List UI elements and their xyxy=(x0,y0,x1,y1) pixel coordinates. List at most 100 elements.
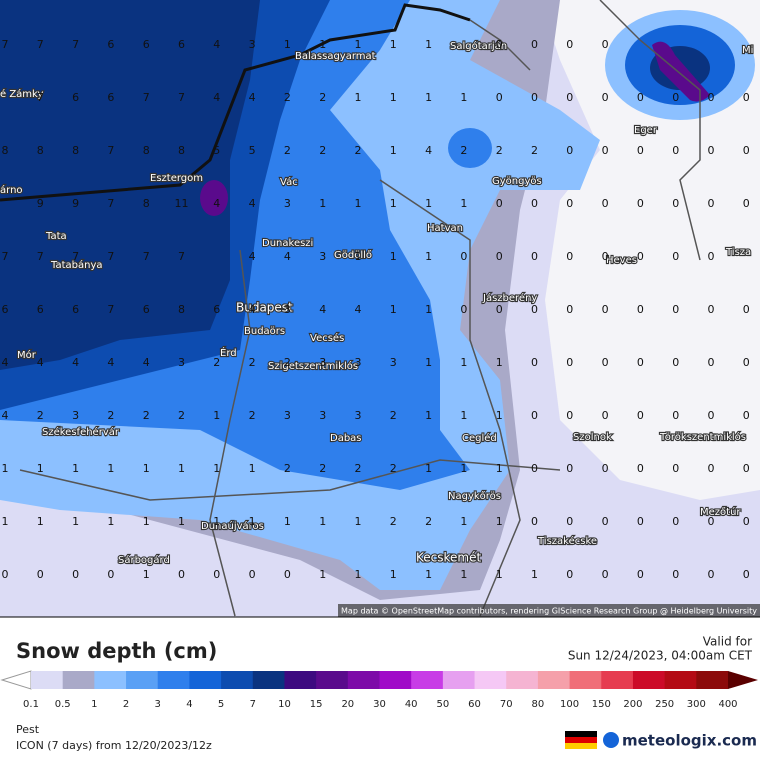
city-label: Eger xyxy=(634,125,658,136)
grid-value: 1 xyxy=(37,515,44,528)
grid-value: 2 xyxy=(319,462,326,475)
grid-value: 0 xyxy=(743,197,750,210)
grid-value: 0 xyxy=(708,250,715,263)
grid-value: 1 xyxy=(2,462,9,475)
colorbar-box xyxy=(569,671,602,689)
grid-value: 1 xyxy=(355,91,362,104)
grid-value: 6 xyxy=(37,303,44,316)
grid-value: 1 xyxy=(72,462,79,475)
attribution: Map data © OpenStreetMap contributors, r… xyxy=(341,607,757,616)
grid-value: 2 xyxy=(284,144,291,157)
grid-value: 2 xyxy=(390,515,397,528)
grid-value: 2 xyxy=(390,409,397,422)
grid-value: 0 xyxy=(708,303,715,316)
grid-value: 0 xyxy=(460,303,467,316)
grid-value: 7 xyxy=(72,38,79,51)
grid-value: 1 xyxy=(249,462,256,475)
colorbar-box xyxy=(284,671,317,689)
colorbar-label: 200 xyxy=(623,699,642,710)
city-label: Hatvan xyxy=(427,223,463,234)
grid-value: 1 xyxy=(355,515,362,528)
grid-value: 2 xyxy=(319,91,326,104)
grid-value: 0 xyxy=(531,38,538,51)
grid-value: 0 xyxy=(496,303,503,316)
grid-value: 0 xyxy=(566,462,573,475)
grid-value: 4 xyxy=(213,38,220,51)
grid-value: 0 xyxy=(213,568,220,581)
grid-value: 4 xyxy=(355,303,362,316)
colorbar-label: 70 xyxy=(500,699,513,710)
grid-value: 0 xyxy=(743,462,750,475)
grid-value: 0 xyxy=(743,356,750,369)
city-label: Kecskemét xyxy=(416,551,481,565)
grid-value: 2 xyxy=(531,144,538,157)
colorbar-label: 1 xyxy=(91,699,97,710)
city-label: Gyöngyös xyxy=(492,176,542,187)
grid-value: 0 xyxy=(708,356,715,369)
grid-value: 0 xyxy=(602,409,609,422)
grid-value: 1 xyxy=(460,568,467,581)
grid-value: 0 xyxy=(602,91,609,104)
value-grid: 7 7 7 6 6 6 4 3 1 1 1 1 1 0 0 0 07 6 6 7 7 4 4 2 2 1 1 1 1 0 0 0 0 0 0 0 08 8… xyxy=(2,38,750,581)
grid-value: 4 xyxy=(249,303,256,316)
colorbar-label: 30 xyxy=(373,699,386,710)
grid-value: 1 xyxy=(425,38,432,51)
grid-value: 8 xyxy=(143,197,150,210)
colorbar-label: 5 xyxy=(218,699,224,710)
grid-value: 0 xyxy=(637,197,644,210)
grid-value: 2 xyxy=(284,91,291,104)
grid-value: 1 xyxy=(319,515,326,528)
colorbar-label: 40 xyxy=(405,699,418,710)
grid-value: 2 xyxy=(143,409,150,422)
colorbar-box xyxy=(126,671,159,689)
colorbar-label: 60 xyxy=(468,699,481,710)
brand: meteologix.com xyxy=(622,732,757,750)
grid-value: 1 xyxy=(425,568,432,581)
colorbar-label: 10 xyxy=(278,699,291,710)
grid-value: 4 xyxy=(425,144,432,157)
grid-value: 0 xyxy=(672,197,679,210)
grid-value: 0 xyxy=(107,568,114,581)
grid-value: 2 xyxy=(460,144,467,157)
city-label: Dunaújváros xyxy=(201,520,264,532)
colorbar: 0.1 0.5 1 2 3 4 5 7 10 15 20 30 40 50 60 70 80 100 150 200 2… xyxy=(0,670,758,710)
grid-value: 0 xyxy=(72,568,79,581)
grid-value: 8 xyxy=(143,144,150,157)
city-label: Törökszentmiklós xyxy=(659,431,746,443)
city-label: Esztergom xyxy=(150,173,203,184)
grid-value: 1 xyxy=(107,462,114,475)
grid-value: 0 xyxy=(566,515,573,528)
grid-value: 0 xyxy=(531,515,538,528)
grid-value: 1 xyxy=(284,515,291,528)
grid-value: 0 xyxy=(672,409,679,422)
grid-value: 0 xyxy=(566,197,573,210)
grid-value: 8 xyxy=(37,144,44,157)
city-label: Cegléd xyxy=(462,432,497,444)
grid-value: 0 xyxy=(637,356,644,369)
city-label: Sárbogárd xyxy=(118,554,170,566)
city-label: Tisza xyxy=(725,247,751,258)
grid-value: 0 xyxy=(178,568,185,581)
grid-value: 1 xyxy=(319,38,326,51)
grid-value: 0 xyxy=(708,568,715,581)
grid-value: 7 xyxy=(2,250,9,263)
grid-value: 1 xyxy=(355,38,362,51)
grid-value: 0 xyxy=(566,38,573,51)
grid-value: 3 xyxy=(72,409,79,422)
grid-value: 0 xyxy=(531,303,538,316)
grid-value: 0 xyxy=(496,38,503,51)
grid-value: 1 xyxy=(531,568,538,581)
colorbar-box xyxy=(157,671,190,689)
cities: Balassagyarmat Salgótarján Eger é Zámky … xyxy=(0,39,755,567)
grid-value: 5 xyxy=(213,144,220,157)
grid-value: 0 xyxy=(672,462,679,475)
grid-value: 6 xyxy=(107,91,114,104)
grid-value: 0 xyxy=(672,250,679,263)
grid-value: 6 xyxy=(72,303,79,316)
city-label: Dunakeszi xyxy=(262,238,313,249)
city-label: Gödöllő xyxy=(334,249,372,261)
grid-value: 0 xyxy=(566,409,573,422)
valid-time: Sun 12/24/2023, 04:00am CET xyxy=(568,649,753,663)
grid-value: 1 xyxy=(460,197,467,210)
colorbar-label: 7 xyxy=(250,699,256,710)
